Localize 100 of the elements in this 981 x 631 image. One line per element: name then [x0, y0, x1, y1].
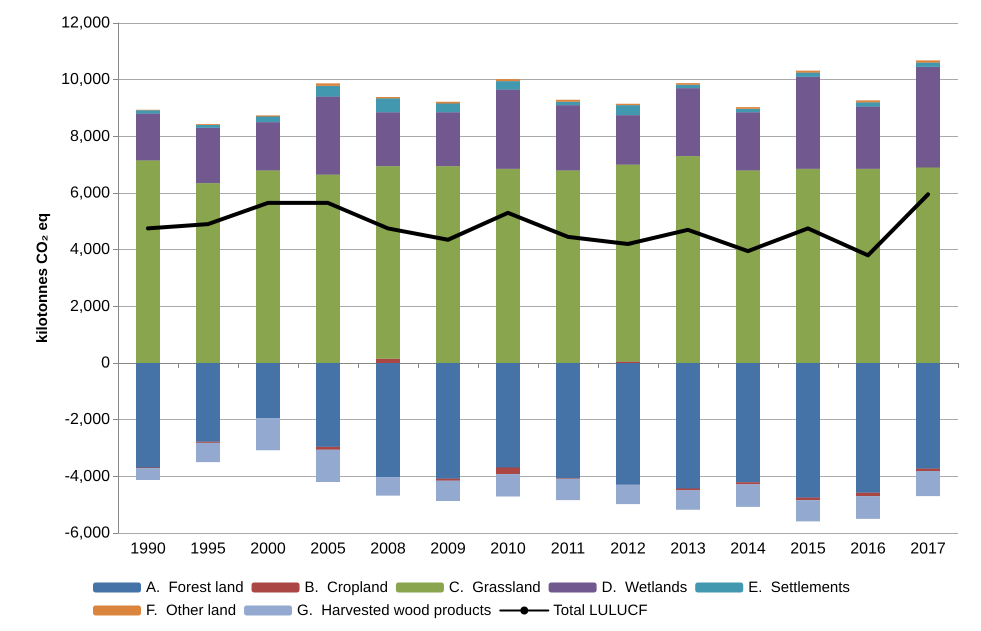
bar: [376, 112, 400, 166]
bar: [856, 168, 880, 363]
bar: [676, 490, 700, 510]
y-tick-label: 8,000: [70, 128, 110, 145]
x-tick-label: 2008: [370, 540, 406, 558]
bar: [616, 484, 640, 504]
bar: [916, 363, 940, 469]
y-tick-label: 10,000: [61, 71, 110, 88]
bar: [796, 76, 820, 169]
bar: [136, 160, 160, 363]
bar: [556, 478, 580, 500]
bar: [136, 468, 160, 480]
bar: [316, 174, 340, 363]
bar: [496, 168, 520, 363]
bar: [436, 166, 460, 363]
bar: [856, 496, 880, 519]
bar: [616, 164, 640, 362]
bar: [256, 418, 280, 450]
bar: [316, 86, 340, 97]
legend-label: G. Harvested wood products: [297, 602, 492, 619]
bar: [496, 468, 520, 474]
bar: [736, 112, 760, 170]
bar: [796, 168, 820, 363]
bar: [136, 363, 160, 468]
bar: [496, 363, 520, 468]
bar: [796, 363, 820, 498]
x-tick-label: 1995: [190, 540, 226, 558]
bar: [376, 363, 400, 478]
bar: [916, 62, 940, 67]
bar: [856, 102, 880, 107]
bar: [676, 156, 700, 363]
bar: [316, 83, 340, 86]
bar: [556, 363, 580, 478]
legend-label: D. Wetlands: [602, 579, 688, 596]
x-tick-label: 2016: [850, 540, 886, 558]
bar: [676, 363, 700, 489]
bar: [856, 106, 880, 169]
bar: [196, 363, 220, 442]
bar: [376, 166, 400, 359]
bar: [376, 358, 400, 363]
bar: [316, 96, 340, 175]
bar: [916, 168, 940, 363]
bar: [496, 474, 520, 496]
bar: [796, 500, 820, 522]
y-tick-label: 12,000: [61, 14, 110, 32]
bar: [916, 470, 940, 496]
bar: [556, 170, 580, 363]
bar: [616, 363, 640, 485]
x-tick-label: 2005: [310, 540, 346, 558]
bar: [736, 108, 760, 112]
bar: [436, 480, 460, 501]
y-tick-label: -4,000: [64, 468, 110, 485]
bar: [496, 81, 520, 90]
x-tick-label: 2000: [250, 540, 286, 558]
bar: [616, 115, 640, 165]
bar: [256, 116, 280, 122]
bar: [316, 450, 340, 482]
x-tick-label: 2010: [490, 540, 526, 558]
bar: [256, 363, 280, 418]
bar: [256, 122, 280, 170]
bar: [196, 183, 220, 363]
x-tick-label: 2017: [910, 540, 946, 558]
bar: [436, 363, 460, 479]
bar: [196, 125, 220, 128]
x-tick-label: 2011: [550, 540, 586, 558]
bar: [856, 363, 880, 493]
bar: [196, 442, 220, 462]
bar: [736, 484, 760, 507]
bar: [196, 128, 220, 184]
bar: [136, 114, 160, 160]
line-series: [146, 192, 930, 258]
bar: [616, 105, 640, 116]
bar: [376, 98, 400, 112]
bar: [736, 363, 760, 482]
x-tick-label: 2009: [430, 540, 466, 558]
legend-label: A. Forest land: [146, 579, 244, 596]
legend-label: Total LULUCF: [553, 602, 648, 619]
bar: [916, 66, 940, 168]
bar: [316, 363, 340, 447]
x-tick-label: 1990: [130, 540, 166, 558]
y-tick-label: 6,000: [70, 184, 110, 202]
bar: [376, 477, 400, 496]
bar: [796, 498, 820, 500]
bar: [496, 90, 520, 169]
y-tick-label: 0: [101, 354, 110, 372]
bar: [436, 112, 460, 166]
legend-label: C. Grassland: [448, 579, 541, 596]
x-tick-label: 2014: [730, 540, 766, 558]
y-tick-label: 2,000: [70, 298, 110, 315]
y-tick-label: -6,000: [64, 524, 110, 542]
y-axis-title: kilotonnes CO₂ eq: [34, 212, 52, 344]
bar: [676, 88, 700, 156]
bar: [796, 72, 820, 77]
y-tick-label: 4,000: [70, 241, 110, 258]
bar: [736, 170, 760, 363]
legend-label: B. Cropland: [304, 579, 388, 596]
legend-label: E. Settlements: [748, 579, 850, 596]
x-tick-label: 2015: [790, 540, 826, 558]
bar: [436, 103, 460, 112]
bar: [556, 105, 580, 170]
